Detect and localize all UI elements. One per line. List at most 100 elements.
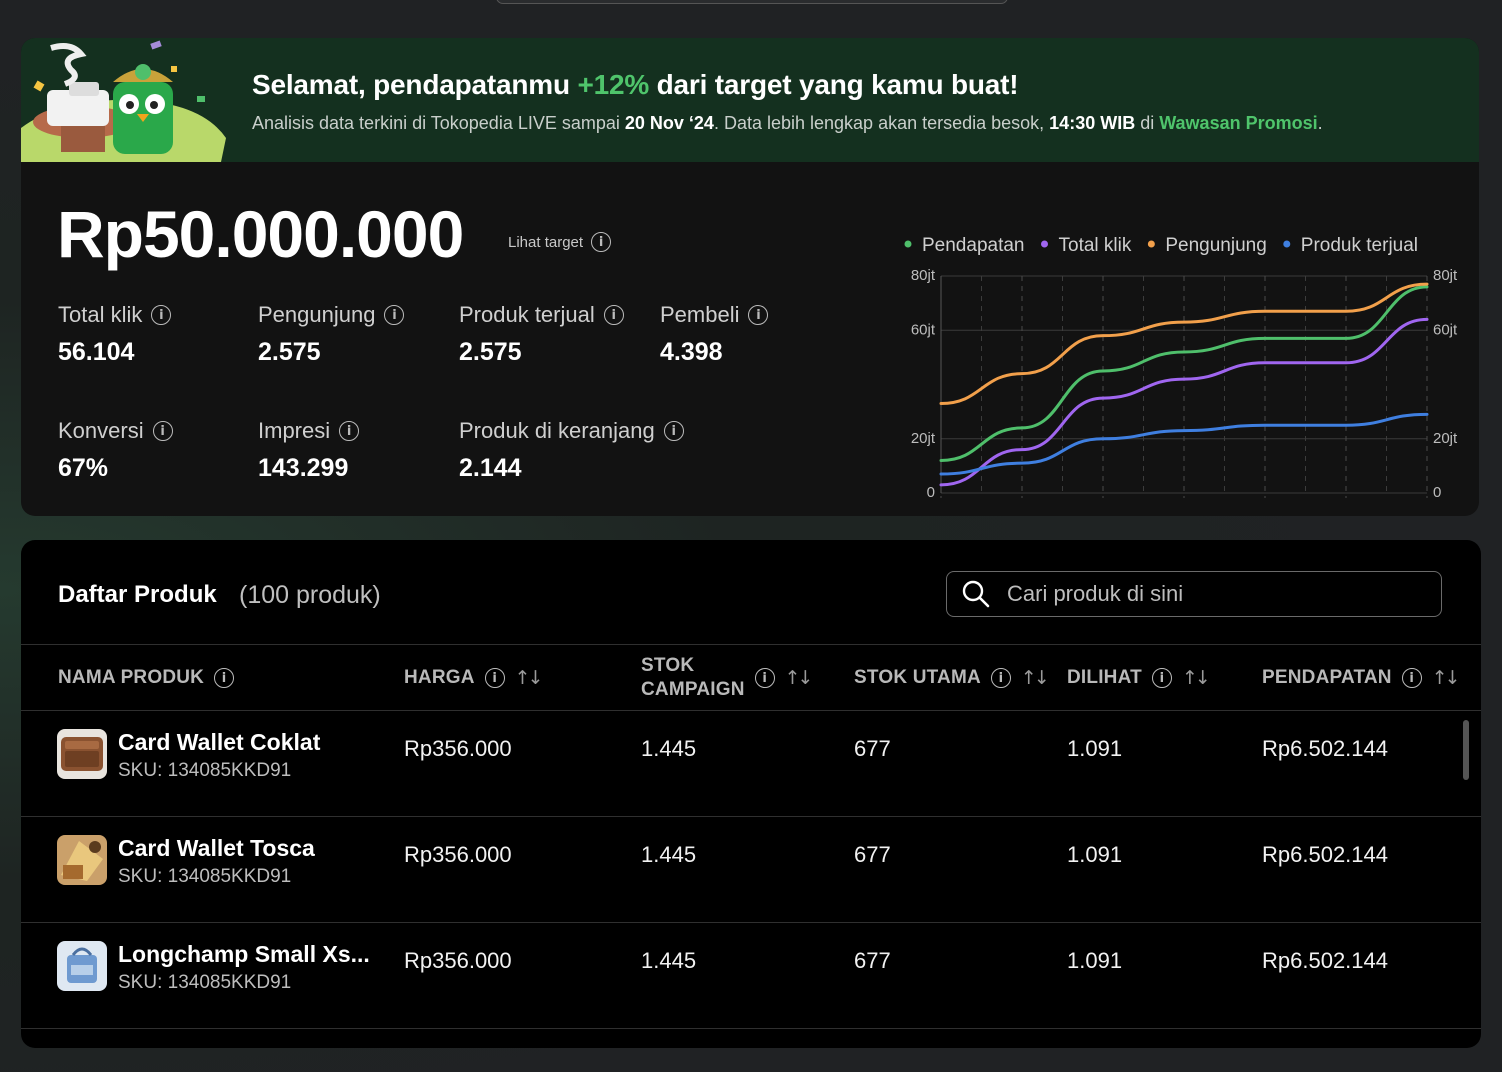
- col-header-stok-utama[interactable]: STOK UTAMA i ↑↓: [854, 667, 1050, 689]
- cell-revenue: Rp6.502.144: [1262, 736, 1388, 761]
- cell-campaign-stock: 1.445: [641, 948, 697, 973]
- legend-dot: [1147, 240, 1155, 248]
- table-row[interactable]: Card Wallet Coklat SKU: 134085KKD91 Rp35…: [21, 711, 1481, 817]
- banner-title: Selamat, pendapatanmu +12% dari target y…: [252, 69, 1019, 100]
- product-sku: SKU: 134085KKD91: [118, 972, 292, 993]
- info-icon[interactable]: i: [1151, 668, 1172, 688]
- cell-main-stock: 677: [854, 736, 891, 761]
- series-line-pengunjung: [939, 282, 1429, 405]
- series-line-produk-terjual: [939, 412, 1429, 476]
- mascot-illustration: [21, 40, 226, 162]
- info-icon[interactable]: i: [151, 305, 172, 325]
- product-list-title: Daftar Produk: [58, 581, 217, 608]
- cell-revenue: Rp6.502.144: [1262, 842, 1388, 867]
- divider: [21, 922, 1481, 923]
- cell-price: Rp356.000: [404, 842, 512, 867]
- product-sku: SKU: 134085KKD91: [118, 760, 292, 781]
- metric-pembeli: Pembeli i 4.398: [660, 302, 769, 367]
- legend-label: Total klik: [1059, 235, 1132, 256]
- info-icon[interactable]: i: [603, 305, 624, 325]
- search-icon: [962, 580, 990, 608]
- sort-icon[interactable]: ↑↓: [1020, 667, 1050, 689]
- table-row[interactable]: Card Wallet Tosca SKU: 134085KKD91 Rp356…: [21, 817, 1481, 923]
- cell-viewed: 1.091: [1067, 842, 1123, 867]
- search-input[interactable]: [1005, 580, 1429, 608]
- series-line-pendapatan: [939, 285, 1429, 462]
- congrats-banner: Selamat, pendapatanmu +12% dari target y…: [21, 38, 1479, 162]
- product-thumbnail: [57, 835, 107, 885]
- cell-viewed: 1.091: [1067, 948, 1123, 973]
- y-tick-label-right: 60jt: [1433, 321, 1458, 338]
- legend-dot: [1283, 240, 1291, 248]
- sort-icon[interactable]: ↑↓: [1431, 667, 1461, 689]
- table-row[interactable]: Longchamp Small Xs... SKU: 134085KKD91 R…: [21, 923, 1481, 1029]
- col-header-stok-campaign[interactable]: STOK CAMPAIGN i ↑↓: [641, 655, 814, 700]
- cell-price: Rp356.000: [404, 948, 512, 973]
- metric-pengunjung: Pengunjung i 2.575: [258, 302, 405, 367]
- product-name[interactable]: Card Wallet Coklat: [118, 729, 321, 755]
- performance-line-chart: 0020jt20jt60jt60jt80jt80jt1 Jan234567Pen…: [904, 235, 1458, 498]
- product-name[interactable]: Card Wallet Tosca: [118, 835, 315, 861]
- info-icon[interactable]: i: [384, 305, 405, 325]
- y-tick-label-right: 20jt: [1433, 430, 1458, 447]
- growth-highlight: +12%: [577, 69, 650, 100]
- info-icon[interactable]: i: [754, 668, 775, 688]
- y-tick-label-left: 80jt: [911, 267, 936, 284]
- product-list-card: Daftar Produk (100 produk) NAMA PRODUKi …: [21, 540, 1481, 1048]
- y-tick-label-right: 80jt: [1433, 267, 1458, 284]
- metric-produk-keranjang: Produk di keranjang i 2.144: [459, 418, 684, 483]
- col-header-harga[interactable]: HARGA i ↑↓: [404, 667, 544, 689]
- info-icon[interactable]: i: [990, 668, 1011, 688]
- divider: [21, 710, 1481, 711]
- product-thumbnail: [57, 941, 107, 991]
- col-header-dilihat[interactable]: DILIHAT i ↑↓: [1067, 667, 1211, 689]
- info-icon[interactable]: i: [214, 668, 235, 688]
- sort-icon[interactable]: ↑↓: [1181, 667, 1211, 689]
- info-icon[interactable]: i: [1401, 668, 1422, 688]
- col-header-pendapatan[interactable]: PENDAPATAN i ↑↓: [1262, 667, 1461, 689]
- cell-viewed: 1.091: [1067, 736, 1123, 761]
- series-line-total-klik: [939, 317, 1429, 487]
- product-thumbnail: [57, 729, 107, 779]
- cell-main-stock: 677: [854, 948, 891, 973]
- y-tick-label-left: 20jt: [911, 430, 936, 447]
- info-icon[interactable]: i: [663, 421, 684, 441]
- cell-revenue: Rp6.502.144: [1262, 948, 1388, 973]
- cell-main-stock: 677: [854, 842, 891, 867]
- product-name[interactable]: Longchamp Small Xs...: [118, 941, 370, 967]
- table-scrollbar[interactable]: [1463, 720, 1469, 780]
- wawasan-promosi-link[interactable]: Wawasan Promosi: [1159, 113, 1318, 133]
- performance-card: Selamat, pendapatanmu +12% dari target y…: [21, 38, 1479, 516]
- legend-label: Produk terjual: [1301, 235, 1418, 256]
- legend-dot: [904, 240, 912, 248]
- legend-label: Pengunjung: [1165, 235, 1266, 256]
- banner-subtitle: Analisis data terkini di Tokopedia LIVE …: [252, 113, 1323, 133]
- search-box[interactable]: [946, 571, 1442, 617]
- info-icon[interactable]: i: [152, 421, 173, 441]
- divider: [21, 1028, 1481, 1029]
- info-icon[interactable]: i: [484, 668, 505, 688]
- metric-total-klik: Total klik i 56.104: [58, 302, 172, 367]
- legend-dot: [1041, 240, 1048, 248]
- product-sku: SKU: 134085KKD91: [118, 866, 292, 887]
- cell-price: Rp356.000: [404, 736, 512, 761]
- revenue-amount: Rp50.000.000: [57, 197, 464, 271]
- metric-konversi: Konversi i 67%: [58, 418, 173, 483]
- metric-impresi: Impresi i 143.299: [258, 418, 360, 483]
- info-icon[interactable]: i: [748, 305, 769, 325]
- view-target-link[interactable]: Lihat target i: [508, 232, 612, 252]
- cell-campaign-stock: 1.445: [641, 842, 697, 867]
- sort-icon[interactable]: ↑↓: [784, 667, 814, 689]
- info-icon[interactable]: i: [591, 232, 612, 252]
- col-header-nama-produk[interactable]: NAMA PRODUK i: [58, 645, 235, 711]
- metric-produk-terjual: Produk terjual i 2.575: [459, 302, 624, 367]
- divider: [21, 816, 1481, 817]
- divider: [21, 644, 1481, 645]
- y-tick-label-right: 0: [1433, 484, 1441, 498]
- y-tick-label-left: 60jt: [911, 321, 936, 338]
- info-icon[interactable]: i: [339, 421, 360, 441]
- top-handle: [496, 0, 1008, 4]
- legend-label: Pendapatan: [922, 235, 1025, 256]
- cell-campaign-stock: 1.445: [641, 736, 697, 761]
- sort-icon[interactable]: ↑↓: [514, 667, 544, 689]
